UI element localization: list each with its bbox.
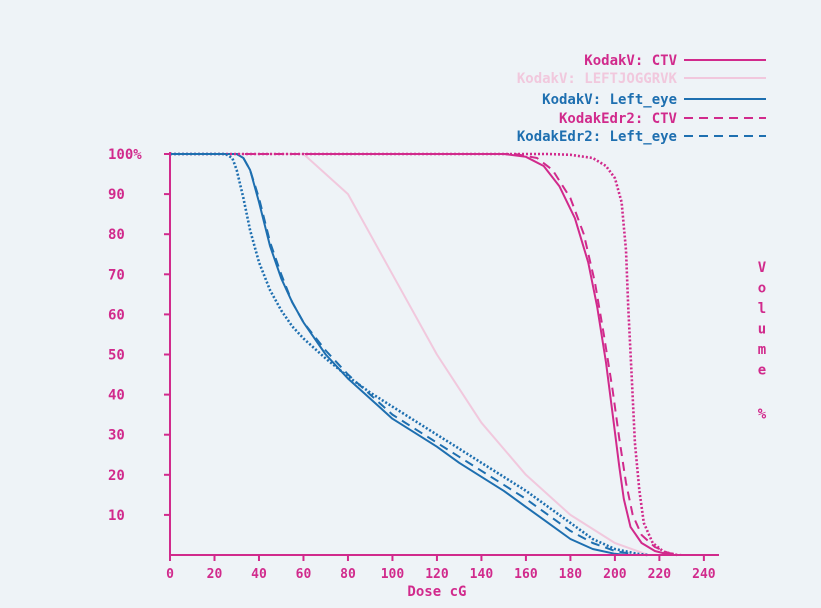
y-tick-label: 10 bbox=[108, 508, 125, 524]
x-tick-label: 220 bbox=[648, 567, 672, 582]
series-line-1 bbox=[170, 153, 649, 556]
legend-label-2: KodakV: Left_eye bbox=[542, 92, 677, 108]
y-tick-label: 70 bbox=[108, 267, 125, 283]
legend: KodakV: CTV KodakV: LEFTJOGGRVK KodakV: Le… bbox=[517, 53, 766, 145]
x-tick-label: 160 bbox=[514, 567, 538, 582]
series-line-4 bbox=[170, 153, 638, 556]
y-tick-label: 50 bbox=[108, 348, 125, 364]
x-tick-label: 0 bbox=[166, 567, 174, 582]
y-tick-label: 40 bbox=[108, 388, 125, 404]
x-tick-label: 140 bbox=[470, 567, 494, 582]
series-line-2 bbox=[170, 153, 627, 556]
y-tick-label: 60 bbox=[108, 307, 125, 323]
y-tick-label: 80 bbox=[108, 227, 125, 243]
axes-layer: 0 20 40 60 80 100 120 140 160 180 200 220 240 100% 90 8… bbox=[108, 147, 719, 582]
x-tick-label: 180 bbox=[559, 567, 583, 582]
x-tick-label: 200 bbox=[603, 567, 627, 582]
y-tick-label: 90 bbox=[108, 187, 125, 203]
series-line-0 bbox=[170, 153, 671, 556]
x-tick-label: 40 bbox=[251, 567, 267, 582]
x-tick-label: 100 bbox=[381, 567, 405, 582]
x-tick-label: 60 bbox=[296, 567, 312, 582]
x-tick-label: 120 bbox=[425, 567, 449, 582]
series-line-6 bbox=[170, 152, 649, 557]
legend-label-4: KodakEdr2: Left_eye bbox=[517, 129, 677, 145]
x-tick-label: 240 bbox=[692, 567, 716, 582]
y-tick-label: 30 bbox=[108, 428, 125, 444]
legend-label-3: KodakEdr2: CTV bbox=[559, 111, 678, 127]
x-tick-label: 80 bbox=[340, 567, 356, 582]
y-tick-label: 20 bbox=[108, 468, 125, 484]
series-line-3 bbox=[170, 153, 682, 556]
y-tick-label: 100% bbox=[108, 147, 142, 163]
legend-label-0: KodakV: CTV bbox=[584, 53, 677, 69]
x-axis-label: Dose cG bbox=[407, 584, 466, 600]
series-layer bbox=[170, 152, 682, 557]
x-tick-label: 20 bbox=[207, 567, 223, 582]
legend-label-1: KodakV: LEFTJOGGRVK bbox=[517, 71, 678, 87]
